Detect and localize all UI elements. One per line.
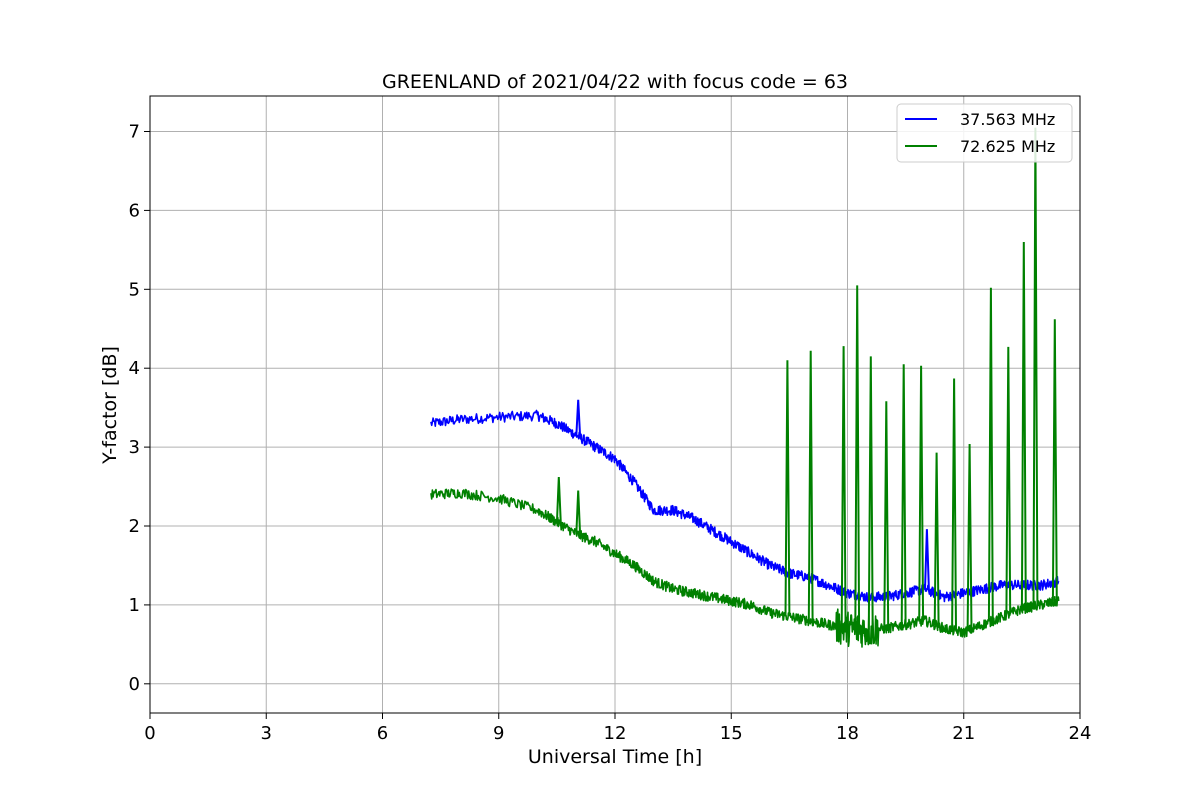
series-spike bbox=[784, 360, 791, 617]
y-tick-label: 6 bbox=[129, 200, 140, 221]
series-spike bbox=[1005, 346, 1012, 615]
y-tick-label: 3 bbox=[129, 437, 140, 458]
data-layer bbox=[430, 127, 1060, 648]
y-tick-label: 2 bbox=[129, 516, 140, 537]
series-spike bbox=[1051, 319, 1058, 602]
y-tick-label: 7 bbox=[129, 122, 140, 143]
series-spike bbox=[807, 350, 814, 622]
series-spike bbox=[987, 287, 994, 622]
x-tick-label: 15 bbox=[720, 723, 743, 744]
x-tick-label: 9 bbox=[493, 723, 504, 744]
y-tick-label: 5 bbox=[129, 279, 140, 300]
x-tick-label: 12 bbox=[604, 723, 627, 744]
series-spike bbox=[555, 477, 562, 524]
series-spike bbox=[575, 490, 582, 535]
legend-label-series-1: 37.563 MHz bbox=[960, 110, 1055, 129]
y-tick-label: 1 bbox=[129, 595, 140, 616]
series-spike bbox=[924, 529, 930, 590]
series-spike bbox=[575, 399, 582, 437]
x-axis-label: Universal Time [h] bbox=[528, 746, 702, 768]
x-tick-label: 24 bbox=[1069, 723, 1092, 744]
chart-title: GREENLAND of 2021/04/22 with focus code … bbox=[382, 71, 848, 93]
series-spike bbox=[966, 443, 973, 631]
series-spike bbox=[854, 285, 861, 630]
series-spike bbox=[867, 356, 874, 630]
series-spike bbox=[900, 364, 907, 626]
x-tick-label: 6 bbox=[377, 723, 388, 744]
x-tick-label: 0 bbox=[144, 723, 155, 744]
series-spike bbox=[918, 365, 925, 622]
y-tick-label: 4 bbox=[129, 358, 140, 379]
series-spike bbox=[840, 346, 847, 628]
legend-box bbox=[896, 103, 1073, 163]
series-spike bbox=[883, 401, 890, 629]
legend: 37.563 MHz 72.625 MHz bbox=[896, 103, 1073, 163]
series-spike bbox=[1020, 241, 1027, 609]
series-spike bbox=[933, 452, 940, 626]
series-spike bbox=[951, 378, 957, 631]
legend-label-series-2: 72.625 MHz bbox=[960, 137, 1055, 156]
x-tick-label: 3 bbox=[261, 723, 272, 744]
x-tick-label: 18 bbox=[836, 723, 859, 744]
y-tick-label: 0 bbox=[129, 674, 140, 695]
x-tick-label: 21 bbox=[952, 723, 975, 744]
y-axis-label: Y-factor [dB] bbox=[99, 346, 121, 465]
